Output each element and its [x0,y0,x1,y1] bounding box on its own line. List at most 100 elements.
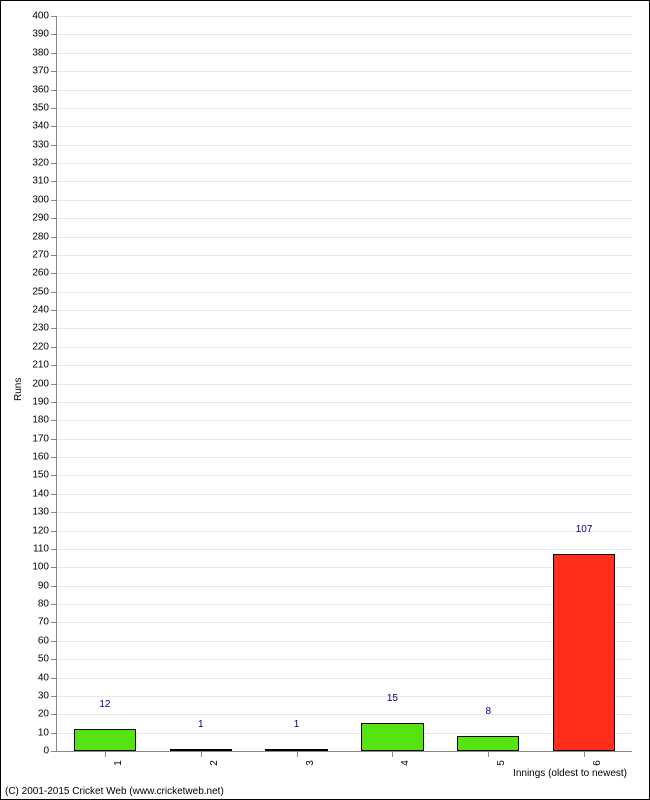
y-tick-label: 170 [32,433,57,444]
gridline [57,622,632,623]
bar-value-label: 12 [99,699,110,714]
y-tick-label: 10 [38,727,57,738]
y-tick-label: 280 [32,231,57,242]
gridline [57,108,632,109]
y-tick-label: 360 [32,84,57,95]
x-tick-label: 3 [297,760,316,766]
y-tick-label: 260 [32,268,57,279]
gridline [57,365,632,366]
gridline [57,218,632,219]
gridline [57,71,632,72]
bar-value-label: 107 [576,524,593,539]
y-tick-label: 240 [32,305,57,316]
y-tick-label: 100 [32,562,57,573]
gridline [57,512,632,513]
gridline [57,641,632,642]
gridline [57,90,632,91]
y-tick-label: 300 [32,194,57,205]
gridline [57,384,632,385]
y-tick-label: 110 [33,543,57,554]
gridline [57,549,632,550]
copyright-text: (C) 2001-2015 Cricket Web (www.cricketwe… [5,786,224,797]
y-tick-label: 210 [32,360,57,371]
y-tick-label: 220 [32,341,57,352]
bar-value-label: 1 [198,719,204,734]
bar-value-label: 8 [485,706,491,721]
y-tick-label: 140 [32,488,57,499]
y-tick-label: 50 [38,654,57,665]
y-tick-label: 0 [43,746,57,757]
y-tick-label: 160 [32,452,57,463]
x-tick-label: 2 [201,760,220,766]
y-tick-label: 180 [32,415,57,426]
gridline [57,586,632,587]
x-axis-title: Innings (oldest to newest) [513,768,627,779]
gridline [57,420,632,421]
gridline [57,16,632,17]
gridline [57,310,632,311]
y-tick-label: 30 [38,690,57,701]
plot-area: 0102030405060708090100110120130140150160… [56,16,632,752]
x-tick [488,751,489,757]
gridline [57,53,632,54]
gridline [57,292,632,293]
x-tick [105,751,106,757]
y-tick-label: 250 [32,286,57,297]
bar [457,736,519,751]
y-tick-label: 190 [32,396,57,407]
gridline [57,678,632,679]
gridline [57,439,632,440]
y-tick-label: 330 [32,139,57,150]
y-tick-label: 40 [38,672,57,683]
x-tick [297,751,298,757]
gridline [57,34,632,35]
gridline [57,659,632,660]
y-tick-label: 340 [32,121,57,132]
gridline [57,145,632,146]
gridline [57,255,632,256]
gridline [57,531,632,532]
y-tick-label: 120 [32,525,57,536]
y-tick-label: 70 [38,617,57,628]
y-tick-label: 390 [32,29,57,40]
chart-frame: 0 10 20 30 40 50 60 70 80 90 100 110 120 130 140 150 160… [0,0,650,800]
gridline [57,126,632,127]
bar [74,729,136,751]
gridline [57,714,632,715]
y-tick-label: 90 [38,580,57,591]
gridline [57,402,632,403]
x-tick [584,751,585,757]
y-tick-label: 290 [32,213,57,224]
y-axis-title: Runs [13,378,24,401]
bar-value-label: 1 [294,719,300,734]
bar [361,723,423,751]
gridline [57,696,632,697]
x-tick-label: 4 [392,760,411,766]
x-tick [201,751,202,757]
y-tick-label: 200 [32,378,57,389]
x-tick [392,751,393,757]
gridline [57,475,632,476]
gridline [57,328,632,329]
y-tick-label: 60 [38,635,57,646]
y-tick-label: 370 [32,66,57,77]
y-tick-label: 270 [32,249,57,260]
y-tick-label: 350 [32,102,57,113]
x-tick-label: 1 [105,760,124,766]
y-tick-label: 380 [32,47,57,58]
y-tick-label: 150 [32,470,57,481]
y-tick-label: 130 [32,507,57,518]
y-tick-label: 20 [38,709,57,720]
bar [553,554,615,751]
gridline [57,347,632,348]
gridline [57,733,632,734]
gridline [57,567,632,568]
x-tick-label: 5 [488,760,507,766]
bar-value-label: 15 [387,693,398,708]
gridline [57,200,632,201]
gridline [57,457,632,458]
gridline [57,273,632,274]
y-tick-label: 80 [38,599,57,610]
x-tick-label: 6 [584,760,603,766]
gridline [57,494,632,495]
